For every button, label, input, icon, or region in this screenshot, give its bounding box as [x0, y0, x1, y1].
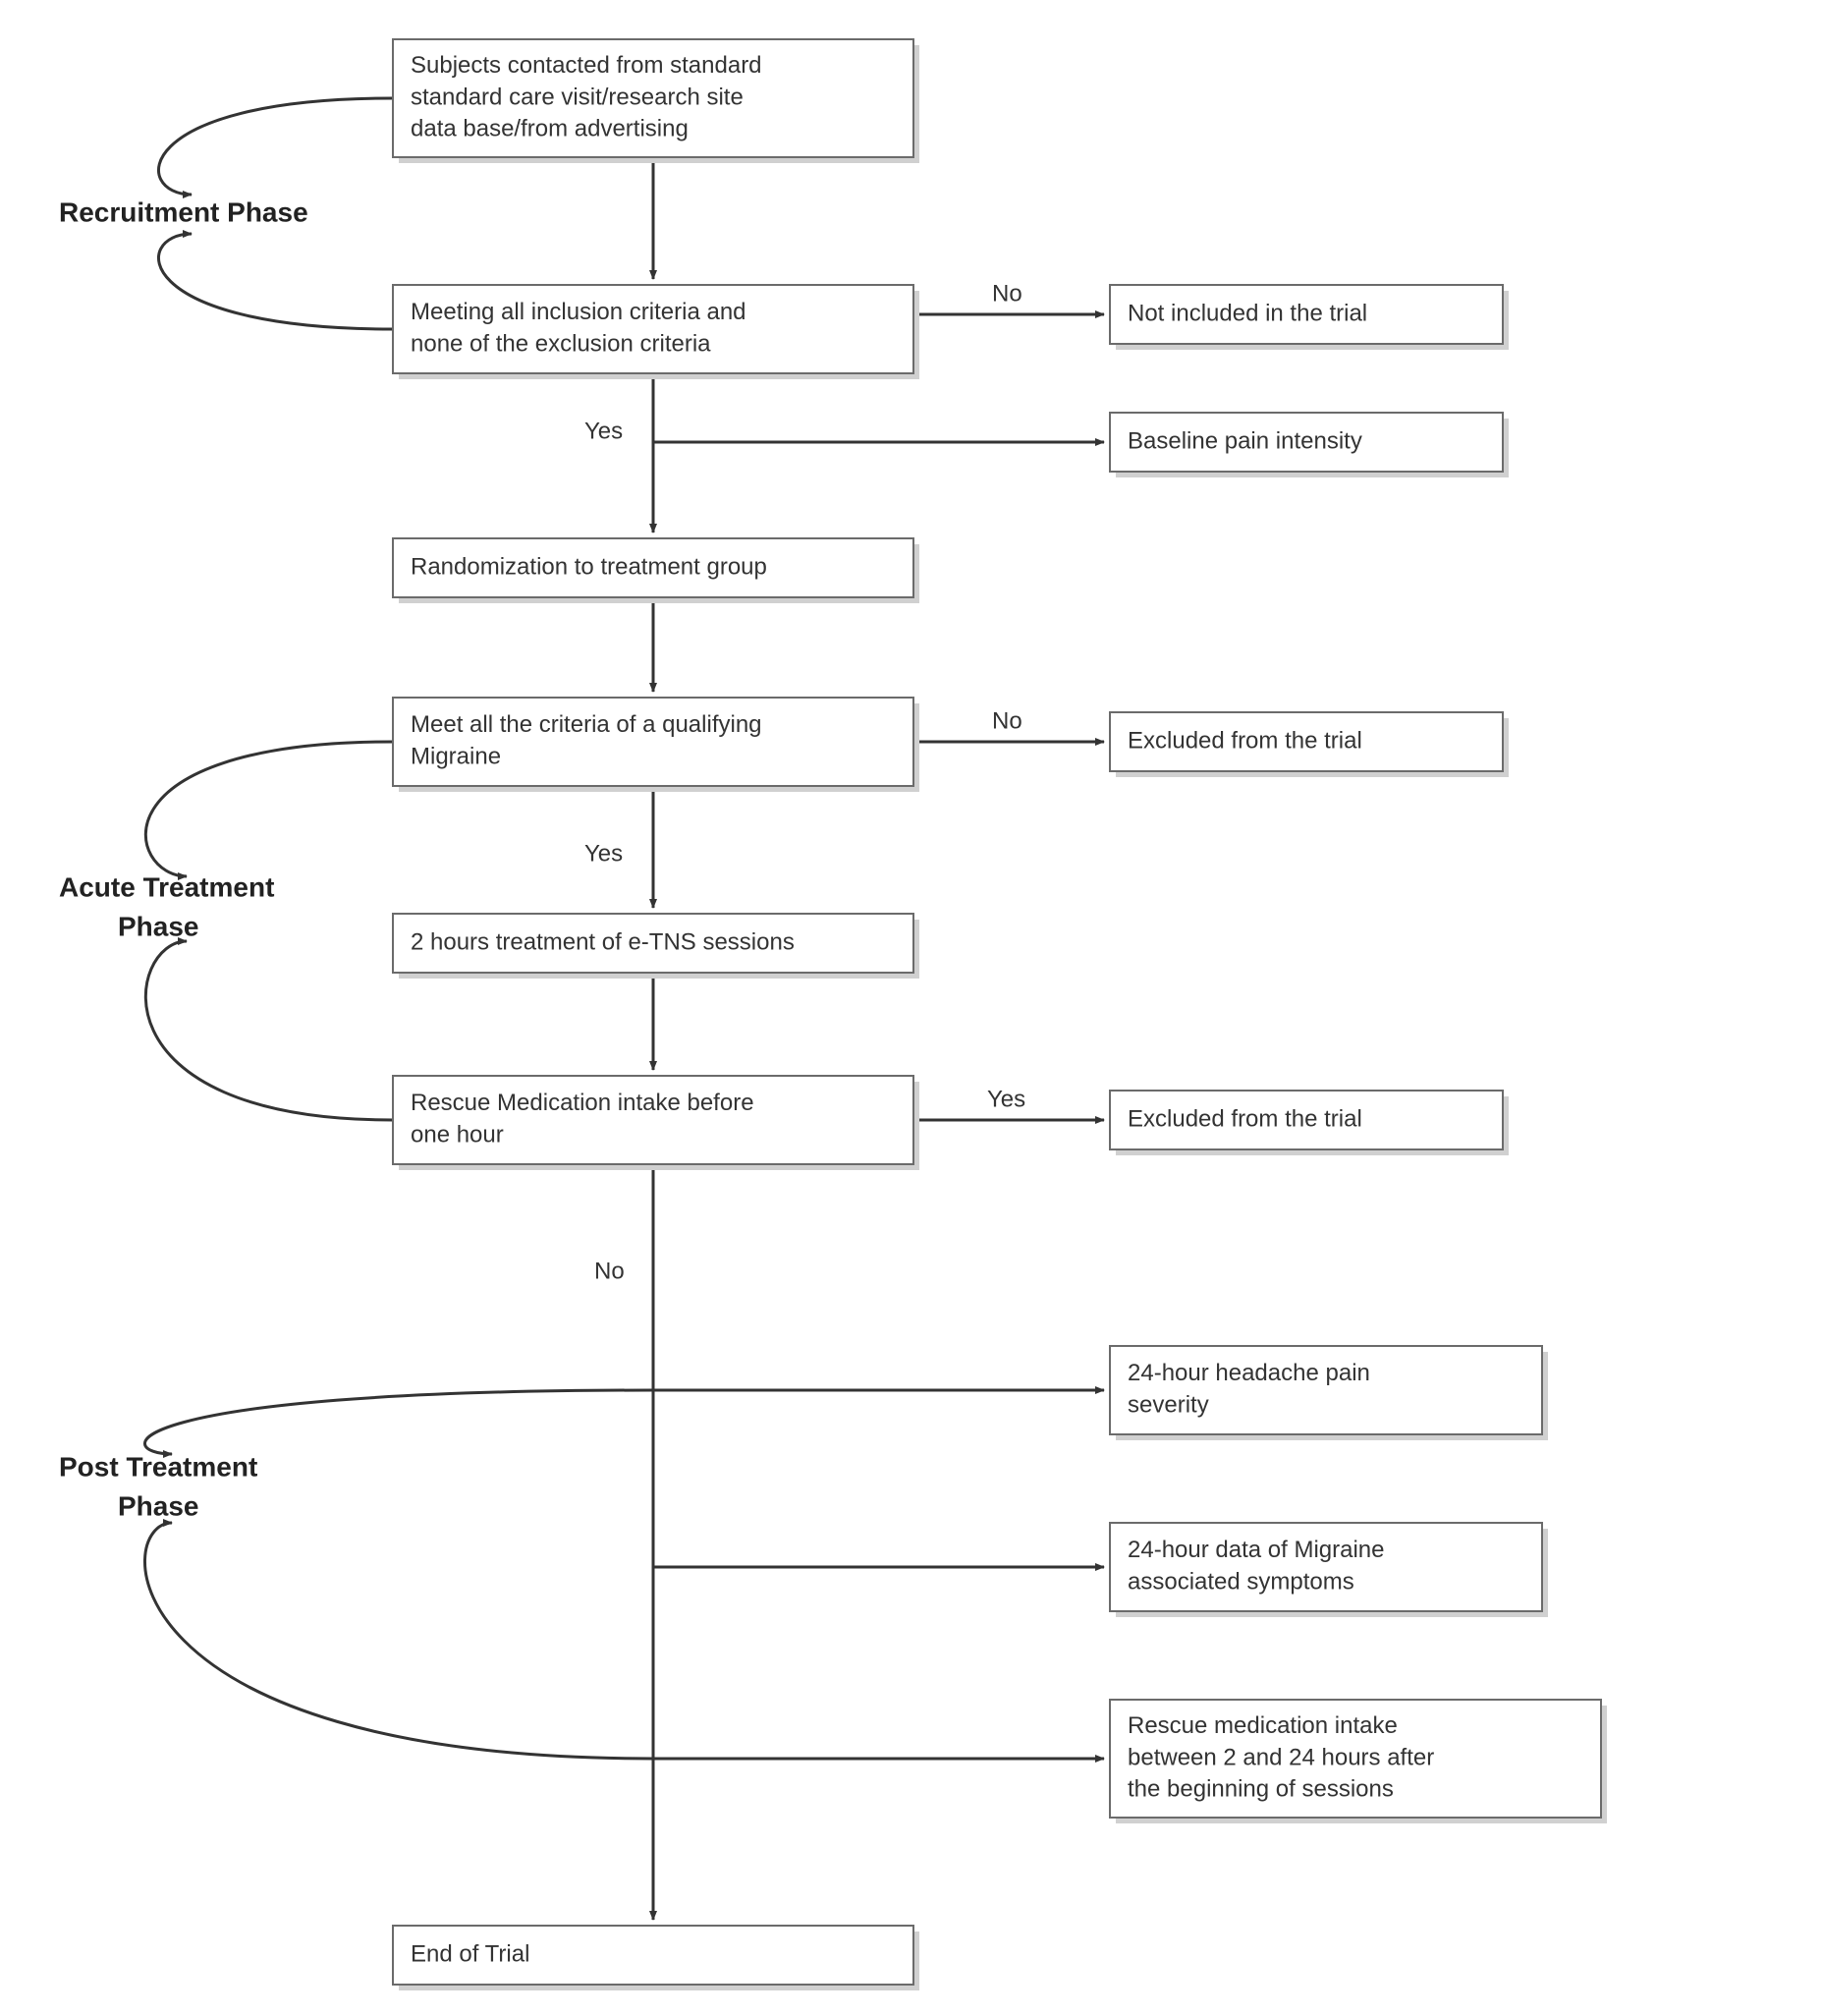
node-rescue-line1: one hour [411, 1122, 504, 1148]
node-pain24-line0: 24-hour headache pain [1128, 1360, 1370, 1386]
node-rescue24-line1: between 2 and 24 hours after [1128, 1744, 1434, 1770]
node-inclusion-line0: Meeting all inclusion criteria and [411, 299, 746, 325]
c-post-top [144, 1390, 653, 1454]
e-qual-no-label: No [992, 707, 1022, 734]
c-recruit-top [158, 98, 393, 195]
node-end-line0: End of Trial [411, 1940, 529, 1967]
phase-acute-line2: Phase [118, 911, 199, 941]
node-data24-line1: associated symptoms [1128, 1569, 1354, 1596]
phase-post: Post Treatment [59, 1451, 257, 1482]
node-subjects-line1: standard care visit/research site [411, 84, 744, 110]
phase-post-line2: Phase [118, 1490, 199, 1521]
node-excluded1-line0: Excluded from the trial [1128, 727, 1362, 754]
flowchart-svg: No Yes No Yes Yes No Subjects contacted from s… [0, 0, 1822, 2016]
node-twohours-line0: 2 hours treatment of e-TNS sessions [411, 928, 795, 955]
node-randomize-line0: Randomization to treatment group [411, 553, 767, 580]
node-baseline-line0: Baseline pain intensity [1128, 427, 1362, 454]
node-excluded2-line0: Excluded from the trial [1128, 1105, 1362, 1132]
e-rescue-yes-label: Yes [987, 1086, 1025, 1112]
node-rescue24-line2: the beginning of sessions [1128, 1776, 1394, 1803]
node-subjects-line0: Subjects contacted from standard [411, 52, 762, 79]
c-acute-bottom [145, 941, 393, 1120]
c-post-bottom [144, 1523, 653, 1759]
node-rescue-line0: Rescue Medication intake before [411, 1090, 754, 1116]
e-inclusion-yes-down-label: Yes [584, 418, 623, 444]
phase-acute: Acute Treatment [59, 871, 274, 902]
node-data24-line0: 24-hour data of Migraine [1128, 1537, 1385, 1563]
node-qualmigraine-line1: Migraine [411, 744, 501, 770]
node-rescue24-line0: Rescue medication intake [1128, 1712, 1398, 1739]
node-pain24-line1: severity [1128, 1392, 1209, 1419]
phase-recruitment: Recruitment Phase [59, 196, 308, 227]
node-inclusion-line1: none of the exclusion criteria [411, 331, 711, 358]
c-recruit-bottom [158, 234, 393, 329]
e-rescue-no-down-label: No [594, 1258, 625, 1284]
c-acute-top [145, 742, 393, 876]
node-notincluded-line0: Not included in the trial [1128, 300, 1367, 326]
node-qualmigraine-line0: Meet all the criteria of a qualifying [411, 711, 762, 738]
e-qual-yes-label: Yes [584, 840, 623, 867]
e-inclusion-no-label: No [992, 280, 1022, 307]
node-subjects-line2: data base/from advertising [411, 116, 689, 142]
